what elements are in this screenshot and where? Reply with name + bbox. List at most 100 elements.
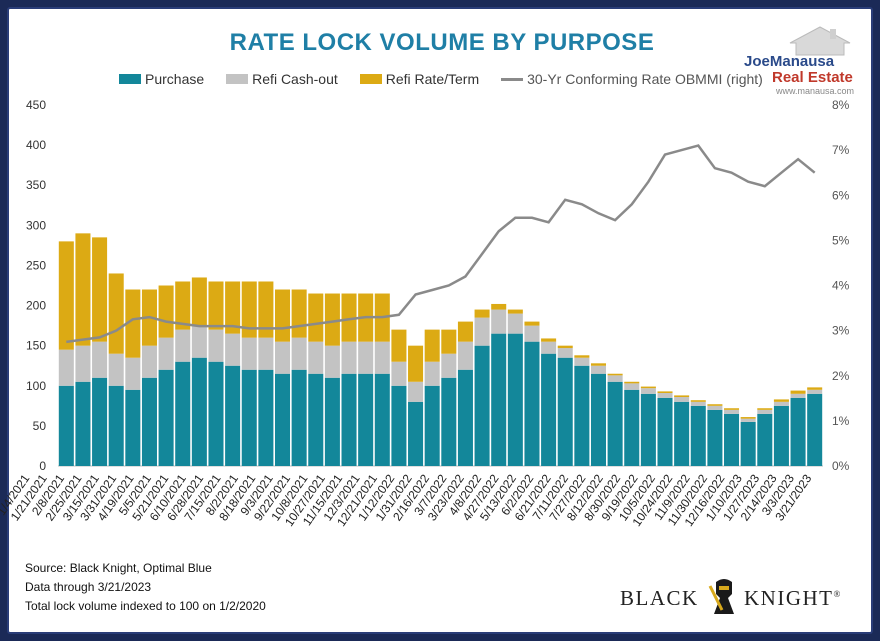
bar-purchase	[491, 333, 507, 466]
legend: Purchase Refi Cash-out Refi Rate/Term 30…	[119, 71, 763, 87]
bar-refi-rateterm	[291, 289, 307, 338]
legend-purchase: Purchase	[119, 71, 204, 87]
bar-refi-rateterm	[308, 293, 324, 342]
right-axis-tick-label: 2%	[832, 369, 850, 383]
legend-label-rateterm: Refi Rate/Term	[385, 71, 480, 87]
bar-refi-cashout	[408, 381, 424, 402]
index-note-line: Total lock volume indexed to 100 on 1/2/…	[25, 599, 266, 613]
bar-refi-rateterm	[158, 285, 174, 338]
right-axis-tick-label: 8%	[832, 98, 850, 112]
bar-purchase	[624, 389, 640, 466]
bar-purchase	[740, 421, 756, 466]
bar-purchase	[590, 373, 607, 466]
bar-purchase	[524, 341, 540, 466]
bar-purchase	[674, 401, 690, 466]
bar-purchase	[308, 373, 324, 466]
left-axis-tick-label: 450	[26, 98, 46, 112]
bar-refi-rateterm	[457, 321, 473, 342]
bar-refi-cashout	[457, 341, 473, 370]
bar-refi-rateterm	[757, 408, 773, 410]
bar-refi-cashout	[324, 345, 340, 378]
bar-purchase	[75, 381, 91, 466]
bar-refi-rateterm	[58, 241, 74, 350]
bar-purchase	[574, 365, 590, 466]
bar-purchase	[424, 385, 440, 466]
logo-real-estate: Real Estate	[772, 69, 853, 86]
bar-refi-rateterm	[790, 390, 806, 394]
house-logo-icon	[789, 26, 851, 56]
left-axis-tick-label: 300	[26, 218, 46, 232]
bar-refi-rateterm	[524, 321, 540, 326]
legend-label-cashout: Refi Cash-out	[252, 71, 338, 87]
legend-rateterm: Refi Rate/Term	[359, 71, 480, 87]
left-axis-tick-label: 150	[26, 339, 46, 353]
bar-refi-rateterm	[657, 391, 673, 393]
bar-refi-cashout	[75, 345, 91, 382]
bar-purchase	[607, 381, 623, 466]
legend-rate: 30-Yr Conforming Rate OBMMI (right)	[501, 71, 763, 87]
bar-refi-rateterm	[491, 303, 507, 310]
bar-refi-rateterm	[557, 345, 573, 349]
bar-refi-rateterm	[225, 281, 241, 334]
left-axis-tick-label: 350	[26, 178, 46, 192]
bar-purchase	[807, 393, 823, 466]
bar-refi-rateterm	[391, 329, 407, 362]
bar-refi-rateterm	[474, 309, 490, 318]
left-axis-tick-label: 250	[26, 258, 46, 272]
bar-refi-cashout	[108, 353, 124, 386]
bar-refi-cashout	[258, 337, 274, 370]
bar-purchase	[358, 373, 374, 466]
bar-refi-rateterm	[707, 404, 723, 406]
bar-purchase	[474, 345, 490, 466]
bar-refi-rateterm	[574, 355, 590, 358]
bar-refi-cashout	[674, 397, 690, 402]
bar-refi-rateterm	[807, 387, 823, 390]
legend-label-purchase: Purchase	[145, 71, 205, 87]
bar-refi-cashout	[424, 361, 440, 386]
bar-refi-rateterm	[75, 233, 91, 346]
bar-purchase	[408, 401, 424, 466]
bar-refi-cashout	[308, 341, 324, 374]
bar-purchase	[457, 369, 473, 466]
bar-refi-rateterm	[740, 417, 756, 419]
legend-swatch-purchase	[119, 74, 141, 84]
bar-purchase	[657, 397, 673, 466]
bar-refi-rateterm	[441, 329, 457, 354]
bar-purchase	[225, 365, 241, 466]
bar-refi-rateterm	[624, 381, 640, 384]
knight-icon	[708, 579, 734, 614]
bar-refi-cashout	[158, 337, 174, 370]
bar-refi-cashout	[358, 341, 374, 374]
bar-purchase	[141, 377, 157, 466]
bar-refi-cashout	[557, 348, 573, 358]
bar-refi-cashout	[441, 353, 457, 378]
logo-name-last: Manausa	[769, 53, 835, 70]
bar-purchase	[640, 393, 656, 466]
bar-refi-rateterm	[408, 345, 424, 382]
bar-refi-cashout	[374, 341, 390, 374]
bar-refi-cashout	[391, 361, 407, 386]
right-axis-tick-label: 3%	[832, 324, 850, 338]
brand-knight-text: KNIGHT	[744, 586, 834, 610]
bar-refi-rateterm	[258, 281, 274, 338]
bar-refi-cashout	[807, 389, 823, 394]
legend-swatch-cashout	[226, 74, 249, 84]
bar-refi-cashout	[790, 393, 806, 398]
logo-name: JoeManausa	[744, 53, 834, 70]
bar-purchase	[773, 405, 789, 466]
bar-refi-rateterm	[274, 289, 291, 342]
rate-line	[66, 144, 816, 344]
logo-url: www.manausa.com	[776, 86, 855, 96]
bar-purchase	[175, 361, 191, 466]
bar-refi-cashout	[191, 325, 207, 358]
bar-purchase	[291, 369, 307, 466]
bar-purchase	[274, 373, 291, 466]
bar-purchase	[58, 385, 74, 466]
right-axis-tick-label: 1%	[832, 414, 850, 428]
bar-purchase	[92, 377, 108, 466]
bar-purchase	[108, 385, 124, 466]
bar-refi-cashout	[125, 357, 141, 390]
bar-refi-rateterm	[590, 363, 607, 366]
bar-purchase	[374, 373, 390, 466]
bar-purchase	[241, 369, 257, 466]
